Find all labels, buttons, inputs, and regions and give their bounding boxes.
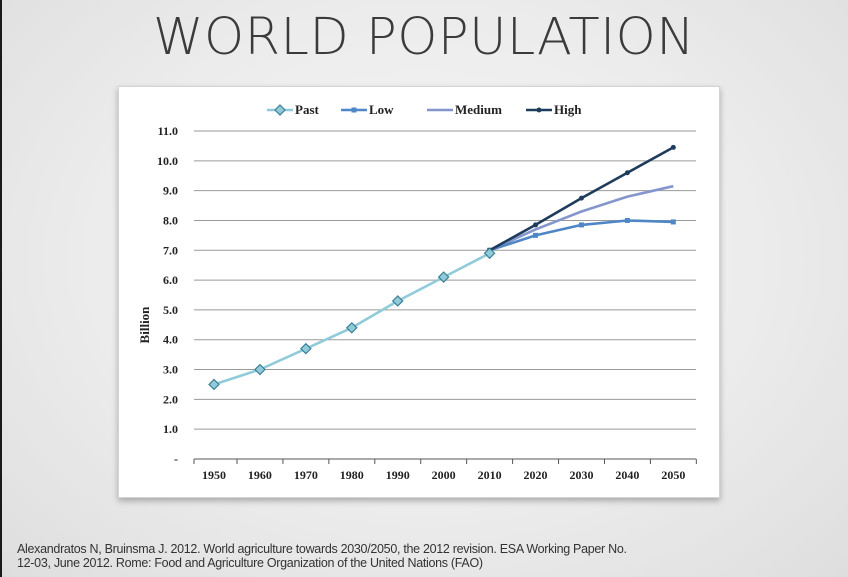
x-tick-label: 2050: [661, 468, 685, 482]
y-tick-label: 3.0: [163, 363, 178, 377]
y-tick-label: -: [174, 452, 178, 466]
legend-label-past: Past: [295, 102, 320, 117]
y-tick-label: 11.0: [158, 124, 178, 138]
x-tick-label: 2030: [569, 468, 593, 482]
data-point-past: [437, 271, 450, 283]
data-point-past: [483, 247, 496, 260]
x-tick-label: 1980: [340, 468, 364, 482]
series-line-past: [213, 252, 491, 386]
legend-marker-low: [351, 107, 357, 113]
y-tick-label: 10.0: [157, 154, 178, 168]
y-tick-label: 6.0: [163, 273, 178, 287]
citation-line-2: 12-03, June 2012. Rome: Food and Agricul…: [17, 556, 483, 570]
y-tick-label: 7.0: [163, 243, 178, 257]
y-tick-label: 1.0: [163, 422, 178, 436]
x-tick-label: 2020: [524, 468, 548, 482]
x-tick-label: 2000: [432, 468, 456, 482]
y-tick-label: 2.0: [163, 392, 178, 406]
world-population-chart: - 1.0 2.0 3.0 4.0 5.0 6.0 7.0 8.0 9.0 10.0 11.0 1950…: [137, 102, 697, 482]
data-point-past: [254, 363, 266, 376]
x-tick-label: 1950: [202, 468, 226, 482]
y-tick-label: 8.0: [163, 213, 178, 227]
y-axis-title: Billion: [137, 306, 152, 344]
data-point-high: [670, 144, 676, 150]
legend-label-medium: Medium: [455, 102, 502, 117]
legend-marker-past: [274, 104, 286, 116]
data-point-high: [578, 195, 584, 201]
slide-title: WORLD POPULATION: [153, 8, 695, 67]
x-tick-label: 2040: [615, 468, 639, 482]
x-tick-label: 1970: [294, 468, 318, 482]
data-point-past: [208, 378, 220, 391]
chart-frame: - 1.0 2.0 3.0 4.0 5.0 6.0 7.0 8.0 9.0 10.0 11.0 1950…: [118, 86, 720, 498]
y-tick-label: 4.0: [163, 333, 178, 347]
data-point-past: [345, 321, 358, 334]
y-tick-label: 5.0: [163, 303, 178, 317]
data-point-high: [533, 222, 539, 228]
citation-line-1: Alexandratos N, Bruinsma J. 2012. World …: [17, 542, 627, 556]
x-tick-label: 1960: [248, 468, 272, 482]
citation: Alexandratos N, Bruinsma J. 2012. World …: [17, 542, 837, 570]
data-point-low: [533, 232, 539, 238]
data-point-low: [670, 219, 676, 225]
data-point-high: [624, 170, 630, 176]
x-tick-label: 1990: [386, 468, 410, 482]
y-tick-label: 9.0: [163, 184, 178, 198]
data-point-low: [624, 217, 630, 223]
legend-marker-high: [536, 107, 542, 113]
data-point-past: [300, 342, 312, 355]
legend-label-high: High: [554, 102, 582, 117]
legend-label-low: Low: [369, 102, 394, 117]
window-edge: [0, 0, 2, 577]
series-line-medium: [489, 184, 674, 252]
data-point-low: [578, 222, 584, 228]
x-tick-label: 2010: [478, 468, 502, 482]
data-point-past: [391, 295, 404, 307]
